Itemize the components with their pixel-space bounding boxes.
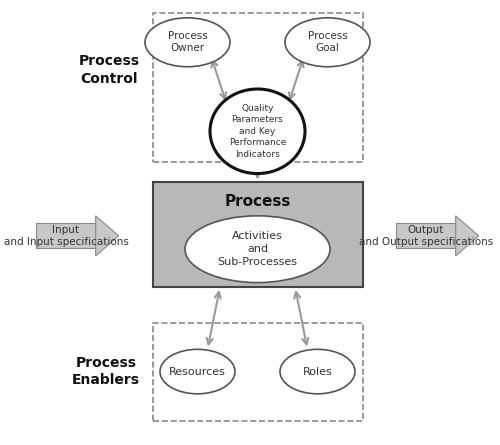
Ellipse shape [185, 216, 330, 283]
Text: Process: Process [224, 194, 290, 209]
Bar [396, 223, 456, 248]
Text: Process
Goal: Process Goal [308, 31, 348, 53]
Bar [152, 182, 362, 287]
Polygon shape [96, 216, 119, 256]
Ellipse shape [280, 349, 355, 394]
Text: Quality
Parameters
and Key
Performance
Indicators: Quality Parameters and Key Performance I… [229, 104, 286, 159]
Text: Activities
and
Sub-Processes: Activities and Sub-Processes [218, 231, 298, 267]
Ellipse shape [160, 349, 235, 394]
Text: Process
Control: Process Control [79, 54, 140, 85]
Text: Input
and Input specifications: Input and Input specifications [4, 225, 128, 247]
Text: Roles: Roles [302, 367, 332, 376]
Ellipse shape [145, 18, 230, 67]
Bar [152, 13, 362, 162]
Bar [36, 223, 96, 248]
Text: Process
Owner: Process Owner [168, 31, 207, 53]
Ellipse shape [285, 18, 370, 67]
Text: Resources: Resources [169, 367, 226, 376]
Text: Process
Enablers: Process Enablers [72, 356, 140, 387]
Text: Output
and Output specifications: Output and Output specifications [359, 225, 493, 247]
Bar [152, 323, 362, 421]
Ellipse shape [210, 89, 305, 174]
Polygon shape [456, 216, 479, 256]
